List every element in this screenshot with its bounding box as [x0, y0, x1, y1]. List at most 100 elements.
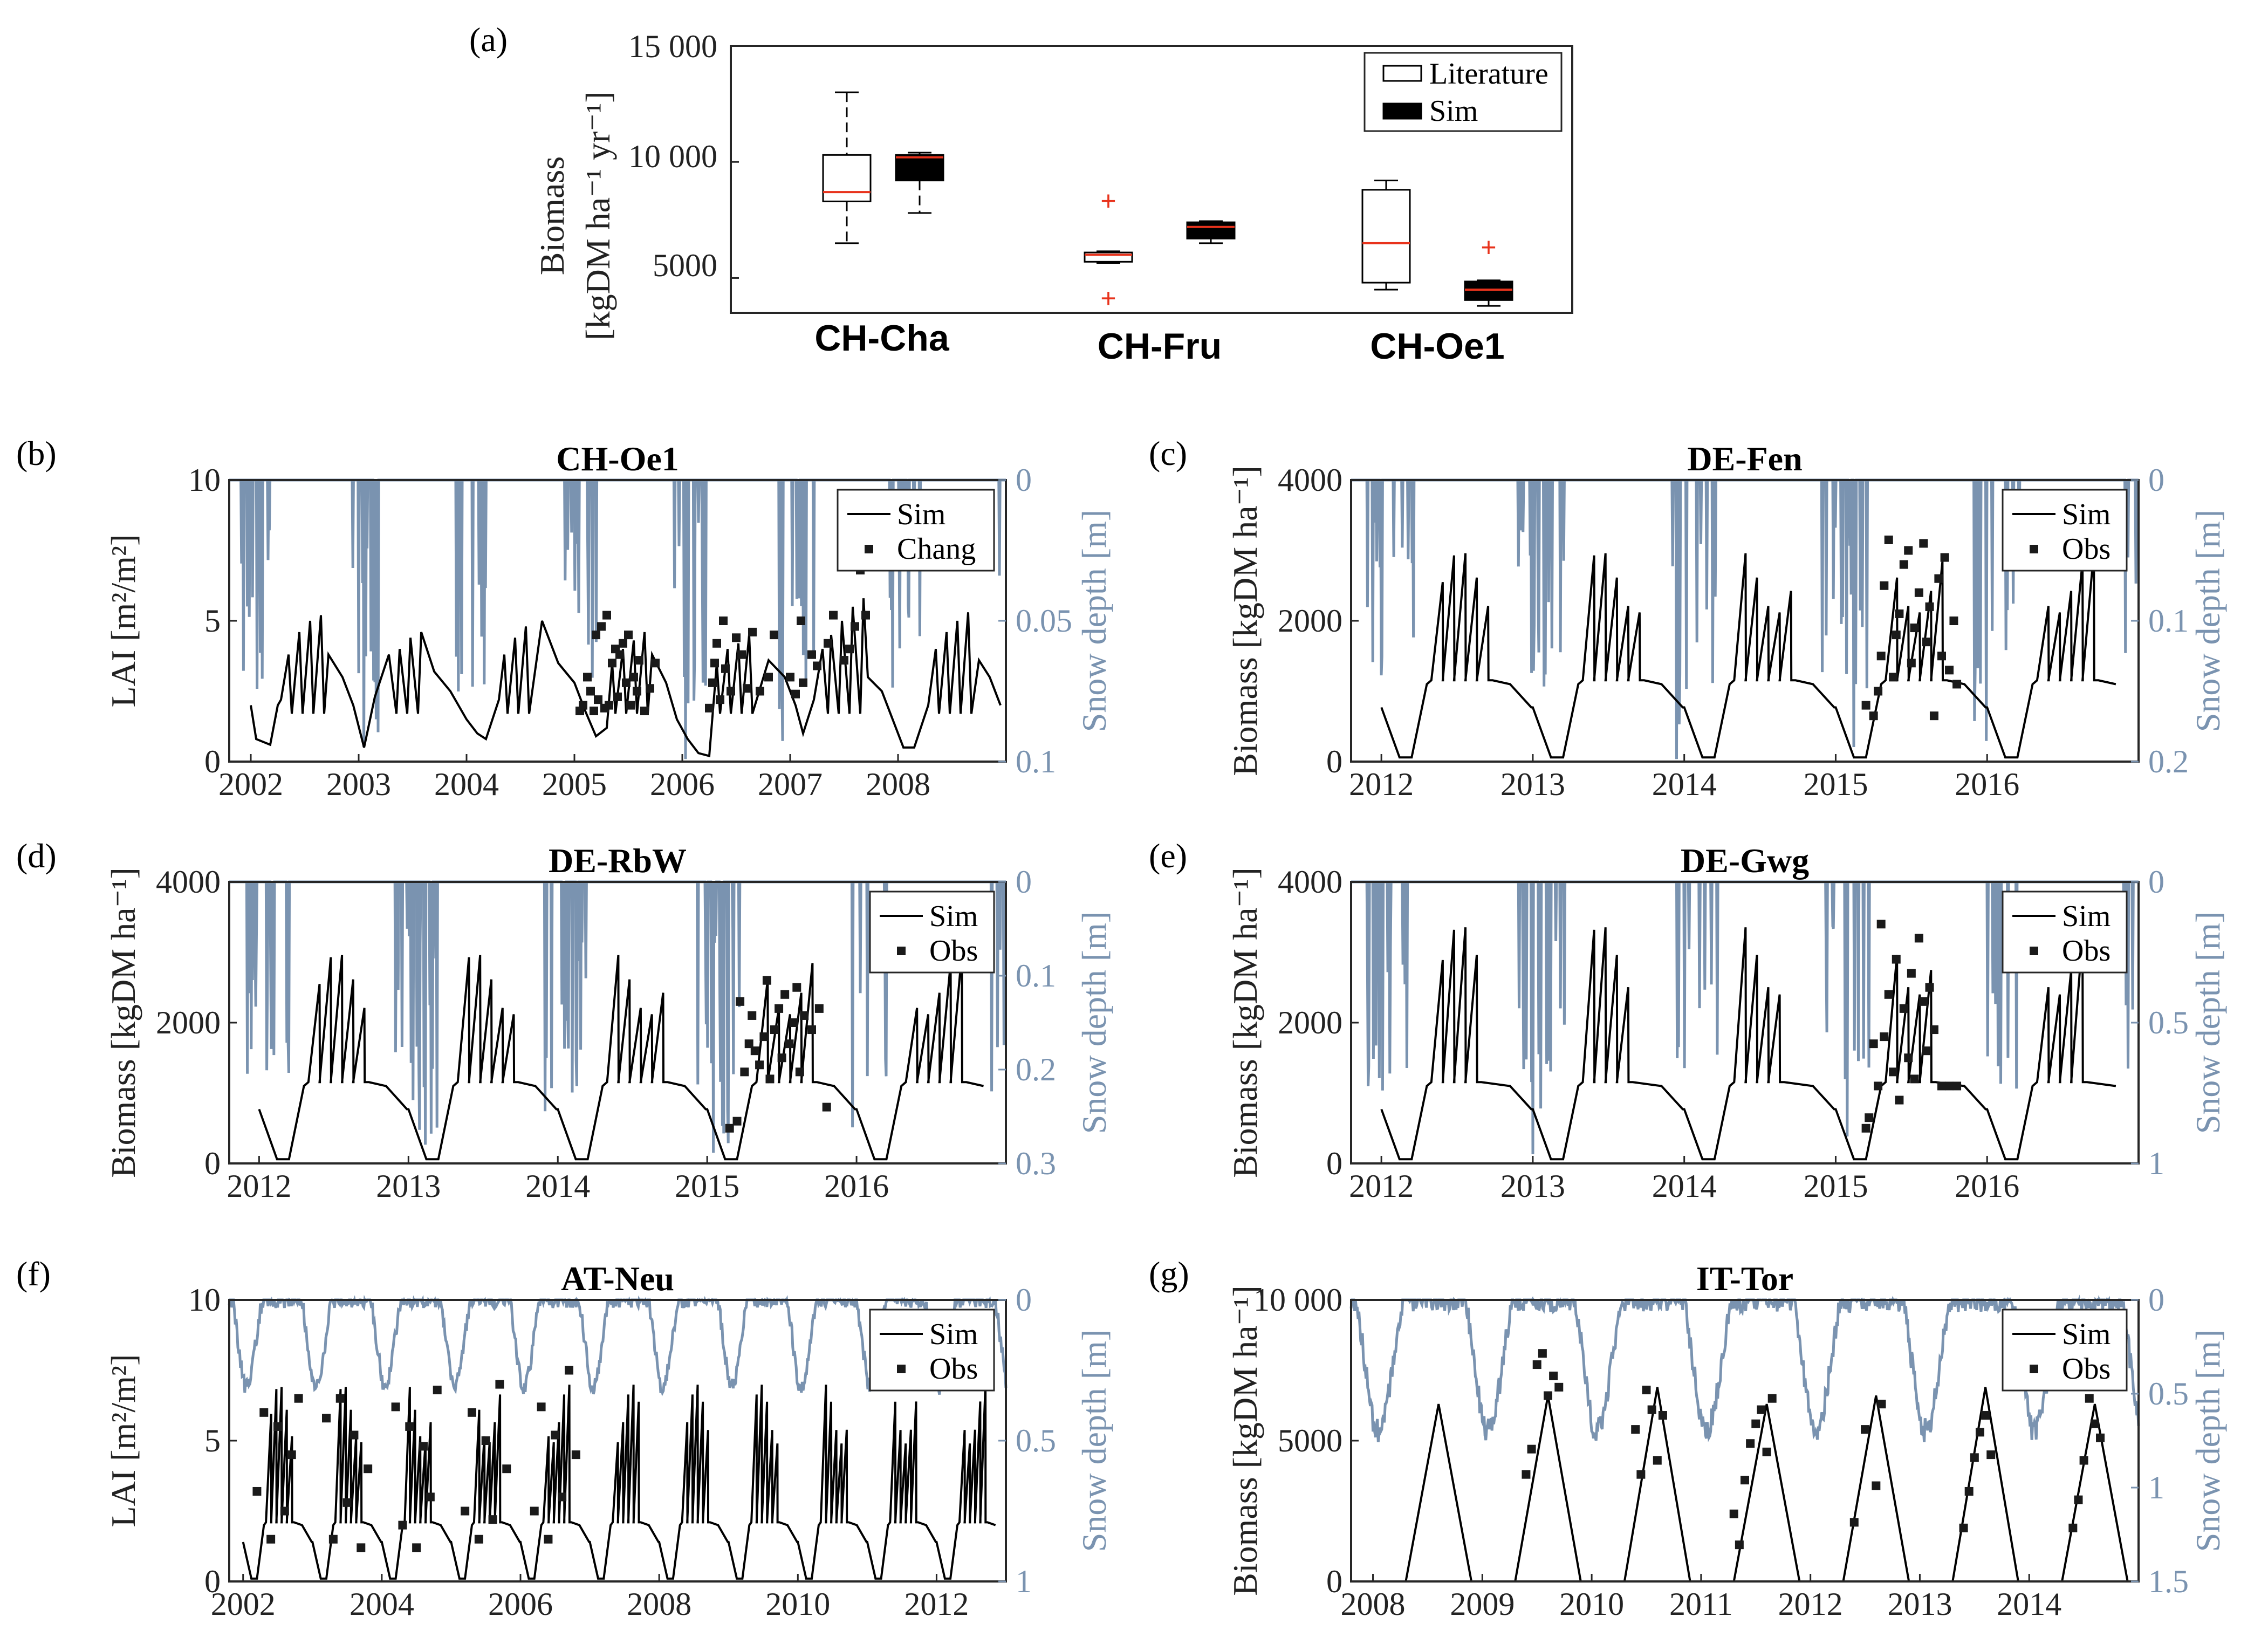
- obs-point: [1914, 588, 1923, 597]
- obs-point: [762, 976, 771, 985]
- obs-point: [1904, 546, 1913, 555]
- obs-point: [708, 678, 717, 687]
- panel-c-ylabel-right: Snow depth [m]: [2189, 510, 2227, 732]
- obs-point: [1874, 687, 1883, 696]
- obs-point: [1907, 659, 1916, 668]
- obs-point: [586, 687, 595, 696]
- obs-point: [633, 687, 641, 696]
- obs-point: [565, 1366, 573, 1375]
- xtick-label: 2011: [1669, 1586, 1733, 1622]
- obs-point: [1762, 1447, 1771, 1456]
- box-sim-ch-cha: [895, 152, 944, 214]
- obs-point: [2096, 1433, 2105, 1442]
- obs-point: [1975, 1428, 1984, 1437]
- obs-point: [1849, 1518, 1859, 1527]
- legend-obs-label: Obs: [929, 934, 978, 968]
- panel-b-chart: (b) CH-Oe1 10 5 0 0 0.05 0.1 2002 2003 2004 2005 200…: [16, 434, 1113, 802]
- xtick-label: 2016: [1955, 1168, 2019, 1204]
- ytick-label: 5: [204, 603, 221, 639]
- obs-point: [474, 1535, 483, 1544]
- panel-e-ylabel-right: Snow depth [m]: [2189, 912, 2227, 1134]
- ytick-right-label: 0.05: [1016, 603, 1072, 639]
- obs-point: [252, 1487, 262, 1496]
- obs-point: [1861, 701, 1870, 710]
- panel-g-ylabel: Biomass [kgDM ha⁻¹]: [1226, 1285, 1264, 1596]
- obs-point: [799, 678, 807, 687]
- obs-point: [1949, 617, 1958, 625]
- legend-obs-label: Obs: [929, 1352, 978, 1386]
- obs-point: [759, 1032, 769, 1042]
- obs-point: [789, 1018, 798, 1027]
- panel-e-chart: (e) DE-Gwg 4000 2000 0 0 0.5 1 2012 2013 2014 2015 2…: [1149, 837, 2227, 1204]
- xtick-label: 2014: [525, 1168, 590, 1204]
- panel-a-ytick-15000: 15 000: [628, 29, 717, 64]
- obs-point: [1538, 1349, 1547, 1358]
- obs-point: [579, 701, 587, 710]
- ytick-right-label: 0: [1016, 864, 1032, 900]
- ytick-right-label: 0: [2148, 462, 2164, 498]
- obs-point: [2068, 1523, 2078, 1532]
- obs-point: [750, 1046, 759, 1056]
- xtick-label: 2004: [350, 1586, 414, 1622]
- obs-point: [1889, 673, 1898, 682]
- obs-point: [795, 1067, 804, 1077]
- legend-literature-label: Literature: [1429, 57, 1548, 91]
- box-sim-ch-fru: [1186, 220, 1236, 244]
- ytick-label: 2000: [1278, 1005, 1342, 1040]
- legend-obs-marker: [2030, 545, 2038, 553]
- obs-point: [1746, 1439, 1755, 1448]
- obs-point: [619, 639, 627, 648]
- legend-sim-label: Sim: [2062, 1318, 2111, 1351]
- obs-point: [744, 1039, 753, 1049]
- panel-g-chart: (g) IT-Tor 10 000 5000 0 0 0.5 1 1.5 2008 2009 2010…: [1149, 1255, 2227, 1622]
- panel-e-label: (e): [1149, 837, 1187, 875]
- obs-point: [1729, 1509, 1738, 1518]
- obs-point: [594, 695, 602, 704]
- obs-point: [1767, 1394, 1777, 1403]
- obs-point: [364, 1464, 373, 1474]
- obs-point: [770, 631, 778, 640]
- obs-point: [1876, 652, 1886, 661]
- panel-d-title: DE-RbW: [549, 841, 687, 880]
- panel-e-ylabel: Biomass [kgDM ha⁻¹]: [1226, 867, 1264, 1178]
- obs-point: [495, 1380, 504, 1389]
- obs-point: [571, 1450, 580, 1460]
- panel-a-axes-box: [730, 45, 1573, 314]
- obs-point: [605, 701, 613, 710]
- ytick-right-label: 1.5: [2148, 1564, 2189, 1599]
- panel-e-title: DE-Gwg: [1681, 841, 1809, 880]
- obs-point: [727, 687, 735, 696]
- obs-point: [1653, 1456, 1662, 1465]
- panel-d-ylabel-right: Snow depth [m]: [1075, 912, 1113, 1134]
- obs-point: [273, 1422, 282, 1431]
- panel-a-ytick-5000: 5000: [653, 248, 717, 283]
- panel-c-ylabel: Biomass [kgDM ha⁻¹]: [1226, 465, 1264, 776]
- legend-obs-marker: [897, 947, 906, 955]
- panel-f-ylabel: LAI [m²/m²]: [104, 1354, 142, 1528]
- legend-obs-marker: [2030, 947, 2038, 955]
- obs-point: [1919, 997, 1928, 1006]
- xtick-label: 2013: [1500, 1168, 1565, 1204]
- panel-b-ylabel-right: Snow depth [m]: [1075, 510, 1113, 732]
- obs-point: [1929, 711, 1938, 721]
- box-outlier: +: [1100, 283, 1116, 313]
- ytick-right-label: 0.2: [2148, 744, 2189, 779]
- ytick-label: 5000: [1278, 1423, 1342, 1458]
- obs-point: [807, 650, 816, 659]
- box-outlier: +: [1481, 232, 1496, 262]
- obs-point: [840, 656, 848, 665]
- xtick-label: 2008: [1341, 1586, 1406, 1622]
- obs-point: [1642, 1386, 1651, 1395]
- legend-sim-label: Sim: [2062, 900, 2111, 933]
- ytick-right-label: 0.1: [1016, 744, 1056, 779]
- obs-point: [2074, 1495, 2083, 1504]
- ytick-right-label: 0.5: [2148, 1376, 2189, 1412]
- obs-point: [597, 622, 606, 631]
- ytick-right-label: 0: [1016, 462, 1032, 498]
- panel-g-label: (g): [1149, 1255, 1189, 1293]
- xtick-label: 2010: [765, 1586, 830, 1622]
- xtick-label: 2003: [326, 766, 391, 802]
- obs-point: [1876, 920, 1886, 929]
